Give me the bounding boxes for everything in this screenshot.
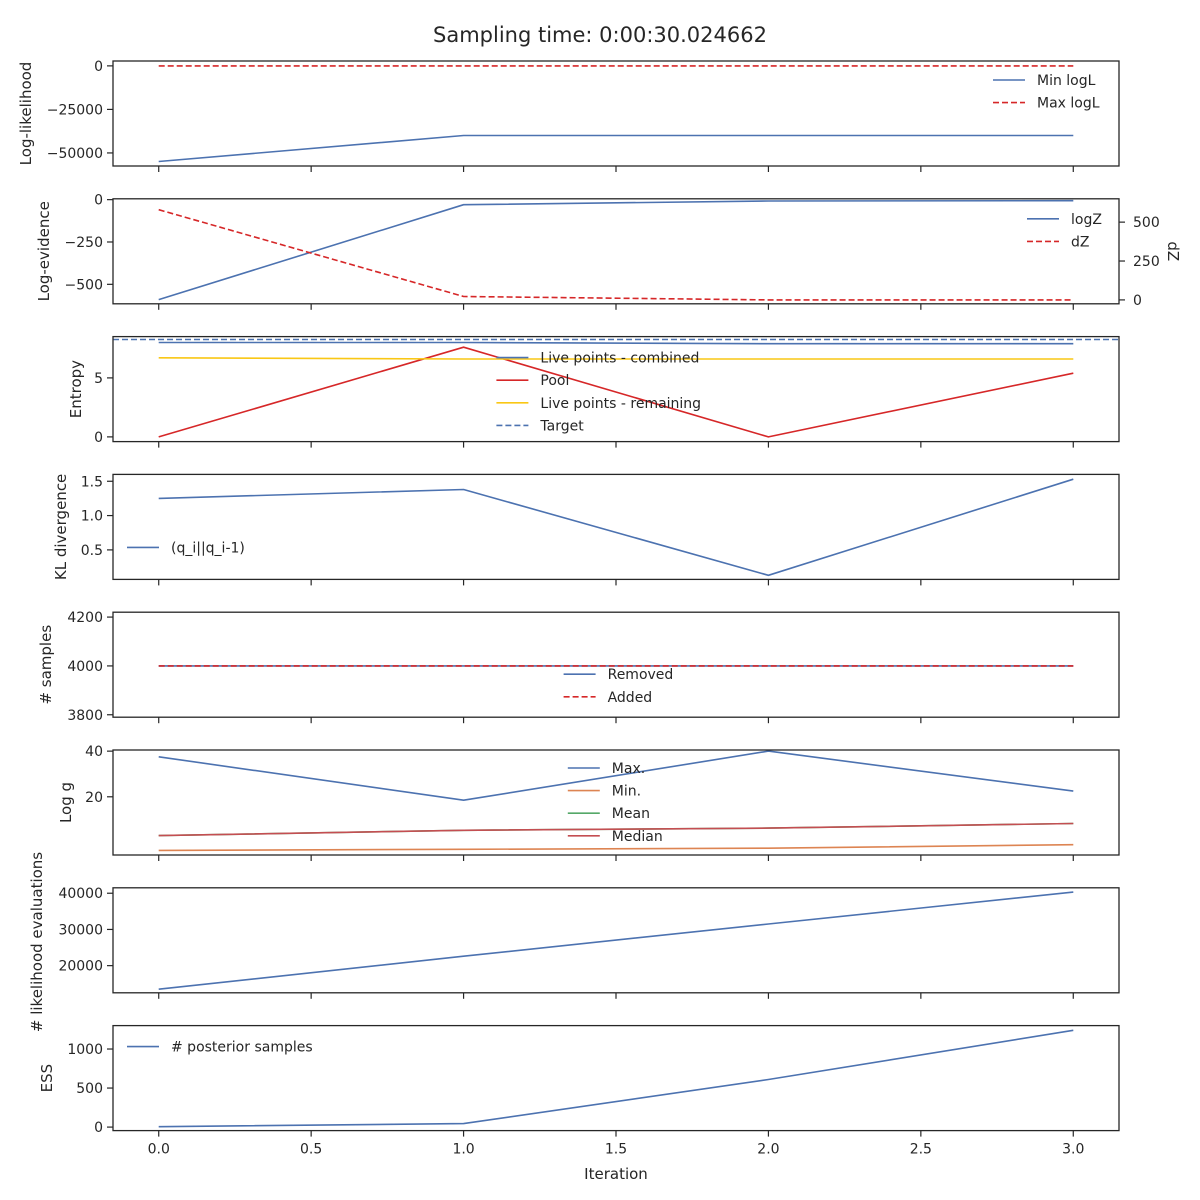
panel-ess: 1000 500 0 0.0 0.5 1.0 1.5 2.0 2.5 3.0 ESS # poster…: [38, 1024, 1120, 1158]
panel-log-likelihood: 0 −25000 −50000 Log-likelihood Min logL Max l…: [17, 59, 1120, 172]
y-tick-label: 1000: [67, 1042, 103, 1058]
axes-frame: [112, 473, 1120, 581]
legend-label-min: Min.: [612, 784, 641, 800]
legend-label-posterior-samples: # posterior samples: [171, 1040, 313, 1056]
y-tick-label: 30000: [58, 922, 103, 938]
y-tick-label-right: 500: [1133, 215, 1160, 231]
legend-label-logz: logZ: [1071, 212, 1102, 228]
y-axis-label: # likelihood evaluations: [28, 852, 46, 1032]
legend: Max. Min. Mean Median: [567, 761, 663, 845]
legend: (q_i||q_i-1): [127, 540, 245, 556]
y-tick-label: 0: [94, 59, 103, 75]
series-group: [158, 65, 1074, 163]
series-line-max: [158, 750, 1074, 802]
x-tick-label: 0.5: [300, 1142, 322, 1158]
y-tick-label: 0.5: [81, 543, 103, 559]
figure-title: Sampling time: 0:00:30.024662: [433, 23, 767, 47]
legend: Removed Added: [563, 667, 674, 706]
legend-label-removed: Removed: [608, 667, 674, 683]
y-axis-label: Log-likelihood: [17, 62, 35, 166]
legend-label-q-i-q-i-1: (q_i||q_i-1): [171, 540, 245, 556]
y-tick-label: 20000: [58, 959, 103, 975]
series-line-data: [158, 891, 1074, 990]
series-line-logz: [158, 199, 1074, 301]
panel-likelihood-evaluations: 40000 30000 20000 # likelihood evaluations: [28, 852, 1120, 1032]
series-group: [158, 750, 1074, 852]
y-tick-label: 0: [94, 193, 103, 209]
y-tick-label: 5: [94, 371, 103, 387]
series-line-q-i-q-i-1: [158, 478, 1074, 577]
legend: Min logL Max logL: [993, 73, 1100, 112]
series-group: [158, 891, 1074, 990]
series-line-posterior-samples: [158, 1029, 1074, 1128]
y-tick-label: 4200: [67, 610, 103, 626]
y-tick-label: −50000: [47, 146, 103, 162]
series-group: [158, 199, 1074, 301]
y-axis-label: Entropy: [67, 360, 85, 418]
legend: Live points - combined Pool Live points - …: [496, 351, 701, 434]
y-tick-label: 0: [94, 430, 103, 446]
y-tick-label: 40: [85, 744, 103, 760]
legend: # posterior samples: [127, 1040, 313, 1056]
x-tick-label: 2.0: [757, 1142, 779, 1158]
y-tick-label-right: 250: [1133, 254, 1160, 270]
series-group: [158, 1029, 1074, 1128]
x-tick-label: 2.5: [910, 1142, 932, 1158]
panel-log-g: 40 20 Log g Max. Min. Mean Median: [57, 744, 1120, 861]
legend-label-median: Median: [612, 829, 663, 845]
legend-label-added: Added: [608, 690, 653, 706]
panel-kl-divergence: 1.5 1.0 0.5 KL divergence (q_i||q_i-1): [52, 473, 1120, 586]
y-tick-label: 3800: [67, 708, 103, 724]
legend-label-live-points-combined: Live points - combined: [540, 351, 699, 367]
y-tick-label: −25000: [47, 102, 103, 118]
x-tick-label: 3.0: [1062, 1142, 1084, 1158]
series-line-median: [158, 822, 1074, 837]
legend-label-mean: Mean: [612, 806, 650, 822]
series-line-min-logl: [158, 134, 1074, 163]
y-tick-label: 40000: [58, 886, 103, 902]
panel-samples: 4200 4000 3800 # samples Removed Added: [37, 610, 1120, 724]
legend-label-pool: Pool: [540, 373, 569, 389]
y-tick-label: 20: [85, 790, 103, 806]
legend-label-target: Target: [539, 418, 584, 434]
x-tick-label: 1.5: [605, 1142, 627, 1158]
y-tick-label: 4000: [67, 659, 103, 675]
axes-frame: [112, 198, 1120, 305]
y-axis-label: Log-evidence: [35, 201, 53, 301]
axes-frame: [112, 60, 1120, 167]
series-line-min: [158, 843, 1074, 852]
series-line-dz: [158, 208, 1074, 301]
legend-label-dz: dZ: [1071, 234, 1089, 250]
legend-label-max-logl: Max logL: [1037, 96, 1100, 112]
y-tick-label: 1.0: [81, 509, 103, 525]
x-tick-label: 1.0: [452, 1142, 474, 1158]
series-group: [113, 338, 1119, 438]
y-axis-label: KL divergence: [52, 474, 70, 580]
legend: logZ dZ: [1027, 212, 1102, 250]
x-tick-label: 0.0: [148, 1142, 170, 1158]
y-tick-label-right: 0: [1133, 293, 1142, 309]
legend-label-live-points-remaining: Live points - remaining: [540, 396, 701, 412]
series-line-live-points-remaining: [158, 356, 1074, 360]
x-axis-label: Iteration: [584, 1165, 648, 1183]
series-group: [158, 478, 1074, 577]
series-line-pool: [158, 346, 1074, 438]
y-tick-label: 1.5: [81, 474, 103, 490]
y-axis-label: ESS: [38, 1064, 56, 1093]
legend-label-min-logl: Min logL: [1037, 73, 1096, 89]
y-tick-label: −500: [65, 277, 103, 293]
y-axis-label: # samples: [37, 625, 55, 705]
y-axis-label-right: dZ: [1164, 241, 1182, 261]
y-tick-label: 0: [94, 1120, 103, 1136]
series-line-live-points-combined: [158, 341, 1074, 345]
y-tick-label: −250: [65, 235, 103, 251]
legend-label-max: Max.: [612, 761, 645, 777]
y-axis-label: Log g: [57, 782, 75, 823]
y-tick-label: 500: [76, 1081, 103, 1097]
